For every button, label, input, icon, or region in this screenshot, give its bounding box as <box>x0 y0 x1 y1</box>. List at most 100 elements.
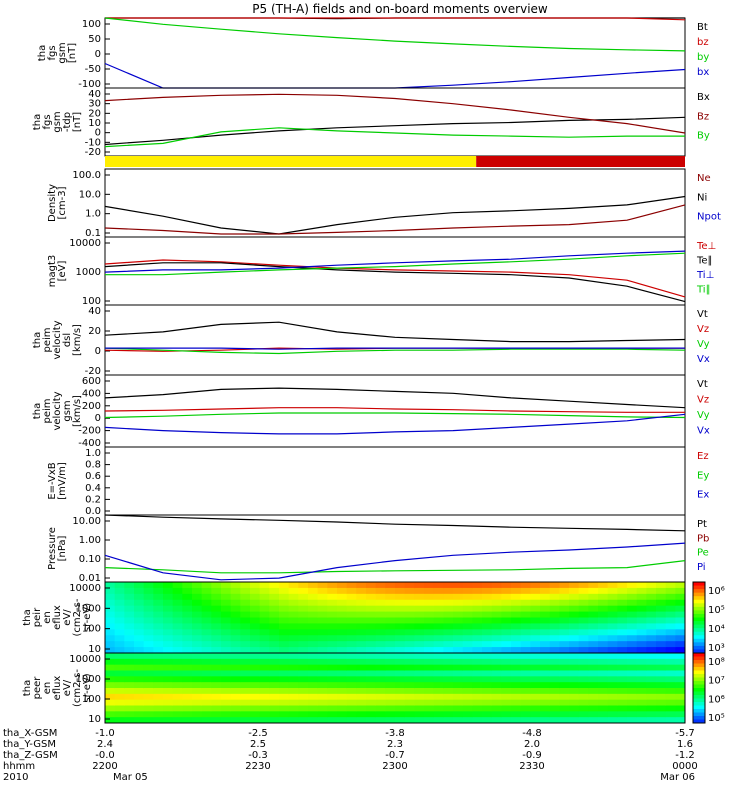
heatmap-cell <box>356 717 367 724</box>
heatmap-cell <box>559 605 570 613</box>
heatmap-cell <box>192 676 203 683</box>
colorbar-tick-label: 10⁷ <box>708 676 725 687</box>
heatmap-cell <box>337 717 348 724</box>
heatmap-cell <box>443 693 454 701</box>
heatmap-cell <box>627 676 638 683</box>
footer-value: 2300 <box>382 761 407 772</box>
heatmap-cell <box>578 641 589 648</box>
colorbar-swatch <box>693 635 705 640</box>
heatmap-cell <box>511 676 522 683</box>
heatmap-cell <box>491 664 502 671</box>
heatmap-cell <box>656 582 667 589</box>
footer-row-label: tha_X-GSM <box>3 728 57 739</box>
heatmap-cell <box>134 682 145 689</box>
heatmap-cell <box>598 664 609 671</box>
heatmap-cell <box>404 641 415 648</box>
heatmap-cell <box>501 682 512 689</box>
heatmap-cell <box>163 605 174 613</box>
heatmap-cell <box>201 611 212 618</box>
heatmap-cell <box>163 599 174 607</box>
y-tick-label: 100 <box>82 296 101 307</box>
heatmap-cell <box>636 611 647 618</box>
heatmap-cell <box>259 658 270 666</box>
heatmap-cell <box>163 641 174 648</box>
heatmap-cell <box>172 658 183 666</box>
heatmap-cell <box>501 617 512 624</box>
heatmap-cell <box>588 658 599 666</box>
heatmap-cell <box>520 635 531 642</box>
heatmap-cell <box>520 647 531 654</box>
series-line <box>104 321 686 343</box>
heatmap-cell <box>607 593 618 601</box>
heatmap-cell <box>588 664 599 671</box>
heatmap-cell <box>559 587 570 595</box>
heatmap-cell <box>501 664 512 671</box>
heatmap-cell <box>279 647 290 654</box>
y-tick-label: 40 <box>88 89 101 100</box>
heatmap-cell <box>163 699 174 706</box>
heatmap-cell <box>453 682 464 689</box>
heatmap-cell <box>375 635 386 642</box>
heatmap-cell <box>414 599 425 607</box>
heatmap-cell <box>627 647 638 654</box>
heatmap-cell <box>491 617 502 624</box>
heatmap-cell <box>675 635 686 642</box>
y-axis-label-line: [mV/m] <box>57 462 68 500</box>
y-tick-label: 600 <box>82 376 101 387</box>
heatmap-cell <box>105 611 116 618</box>
heatmap-cell <box>569 676 580 683</box>
heatmap-cell <box>549 617 560 624</box>
heatmap-cell <box>424 699 435 706</box>
heatmap-cell <box>433 682 444 689</box>
heatmap-cell <box>337 582 348 589</box>
heatmap-cell <box>646 623 657 630</box>
footer-value: 2200 <box>92 761 117 772</box>
heatmap-cell <box>462 617 473 624</box>
heatmap-cell <box>279 587 290 595</box>
heatmap-cell <box>501 641 512 648</box>
heatmap-cell <box>511 641 522 648</box>
heatmap-cell <box>366 617 377 624</box>
heatmap-cell <box>153 582 164 589</box>
heatmap-cell <box>250 664 261 671</box>
heatmap-cell <box>462 635 473 642</box>
heatmap-cell <box>308 587 319 595</box>
heatmap-cell <box>356 653 367 660</box>
heatmap-cell <box>617 688 628 695</box>
heatmap-cell <box>501 629 512 636</box>
heatmap-cell <box>317 587 328 595</box>
heatmap-cell <box>665 711 676 718</box>
heatmap-cell <box>317 582 328 589</box>
heatmap-cell <box>482 641 493 648</box>
heatmap-cell <box>530 635 541 642</box>
heatmap-cell <box>530 711 541 718</box>
heatmap-cell <box>501 705 512 712</box>
heatmap-cell <box>559 647 570 654</box>
heatmap-cell <box>472 705 483 712</box>
heatmap-cell <box>366 587 377 595</box>
heatmap-cell <box>366 629 377 636</box>
heatmap-cell <box>530 599 541 607</box>
heatmap-cell <box>153 617 164 624</box>
heatmap-cell <box>598 593 609 601</box>
heatmap-cell <box>240 617 251 624</box>
heatmap-cell <box>665 699 676 706</box>
heatmap-cell <box>192 682 203 689</box>
heatmap-cell <box>153 688 164 695</box>
heatmap-cell <box>433 629 444 636</box>
y-tick-label: 0 <box>95 49 101 60</box>
heatmap-cell <box>511 599 522 607</box>
heatmap-cell <box>482 582 493 589</box>
heatmap-cell <box>540 670 551 677</box>
heatmap-cell <box>424 582 435 589</box>
y-axis-label-line: tha <box>32 114 43 130</box>
heatmap-cell <box>443 682 454 689</box>
heatmap-cell <box>221 658 232 666</box>
heatmap-cell <box>356 647 367 654</box>
heatmap-cell <box>288 635 299 642</box>
heatmap-cell <box>617 623 628 630</box>
heatmap-cell <box>308 629 319 636</box>
legend-entry: bz <box>697 37 709 48</box>
heatmap-cell <box>385 664 396 671</box>
heatmap-cell <box>414 611 425 618</box>
